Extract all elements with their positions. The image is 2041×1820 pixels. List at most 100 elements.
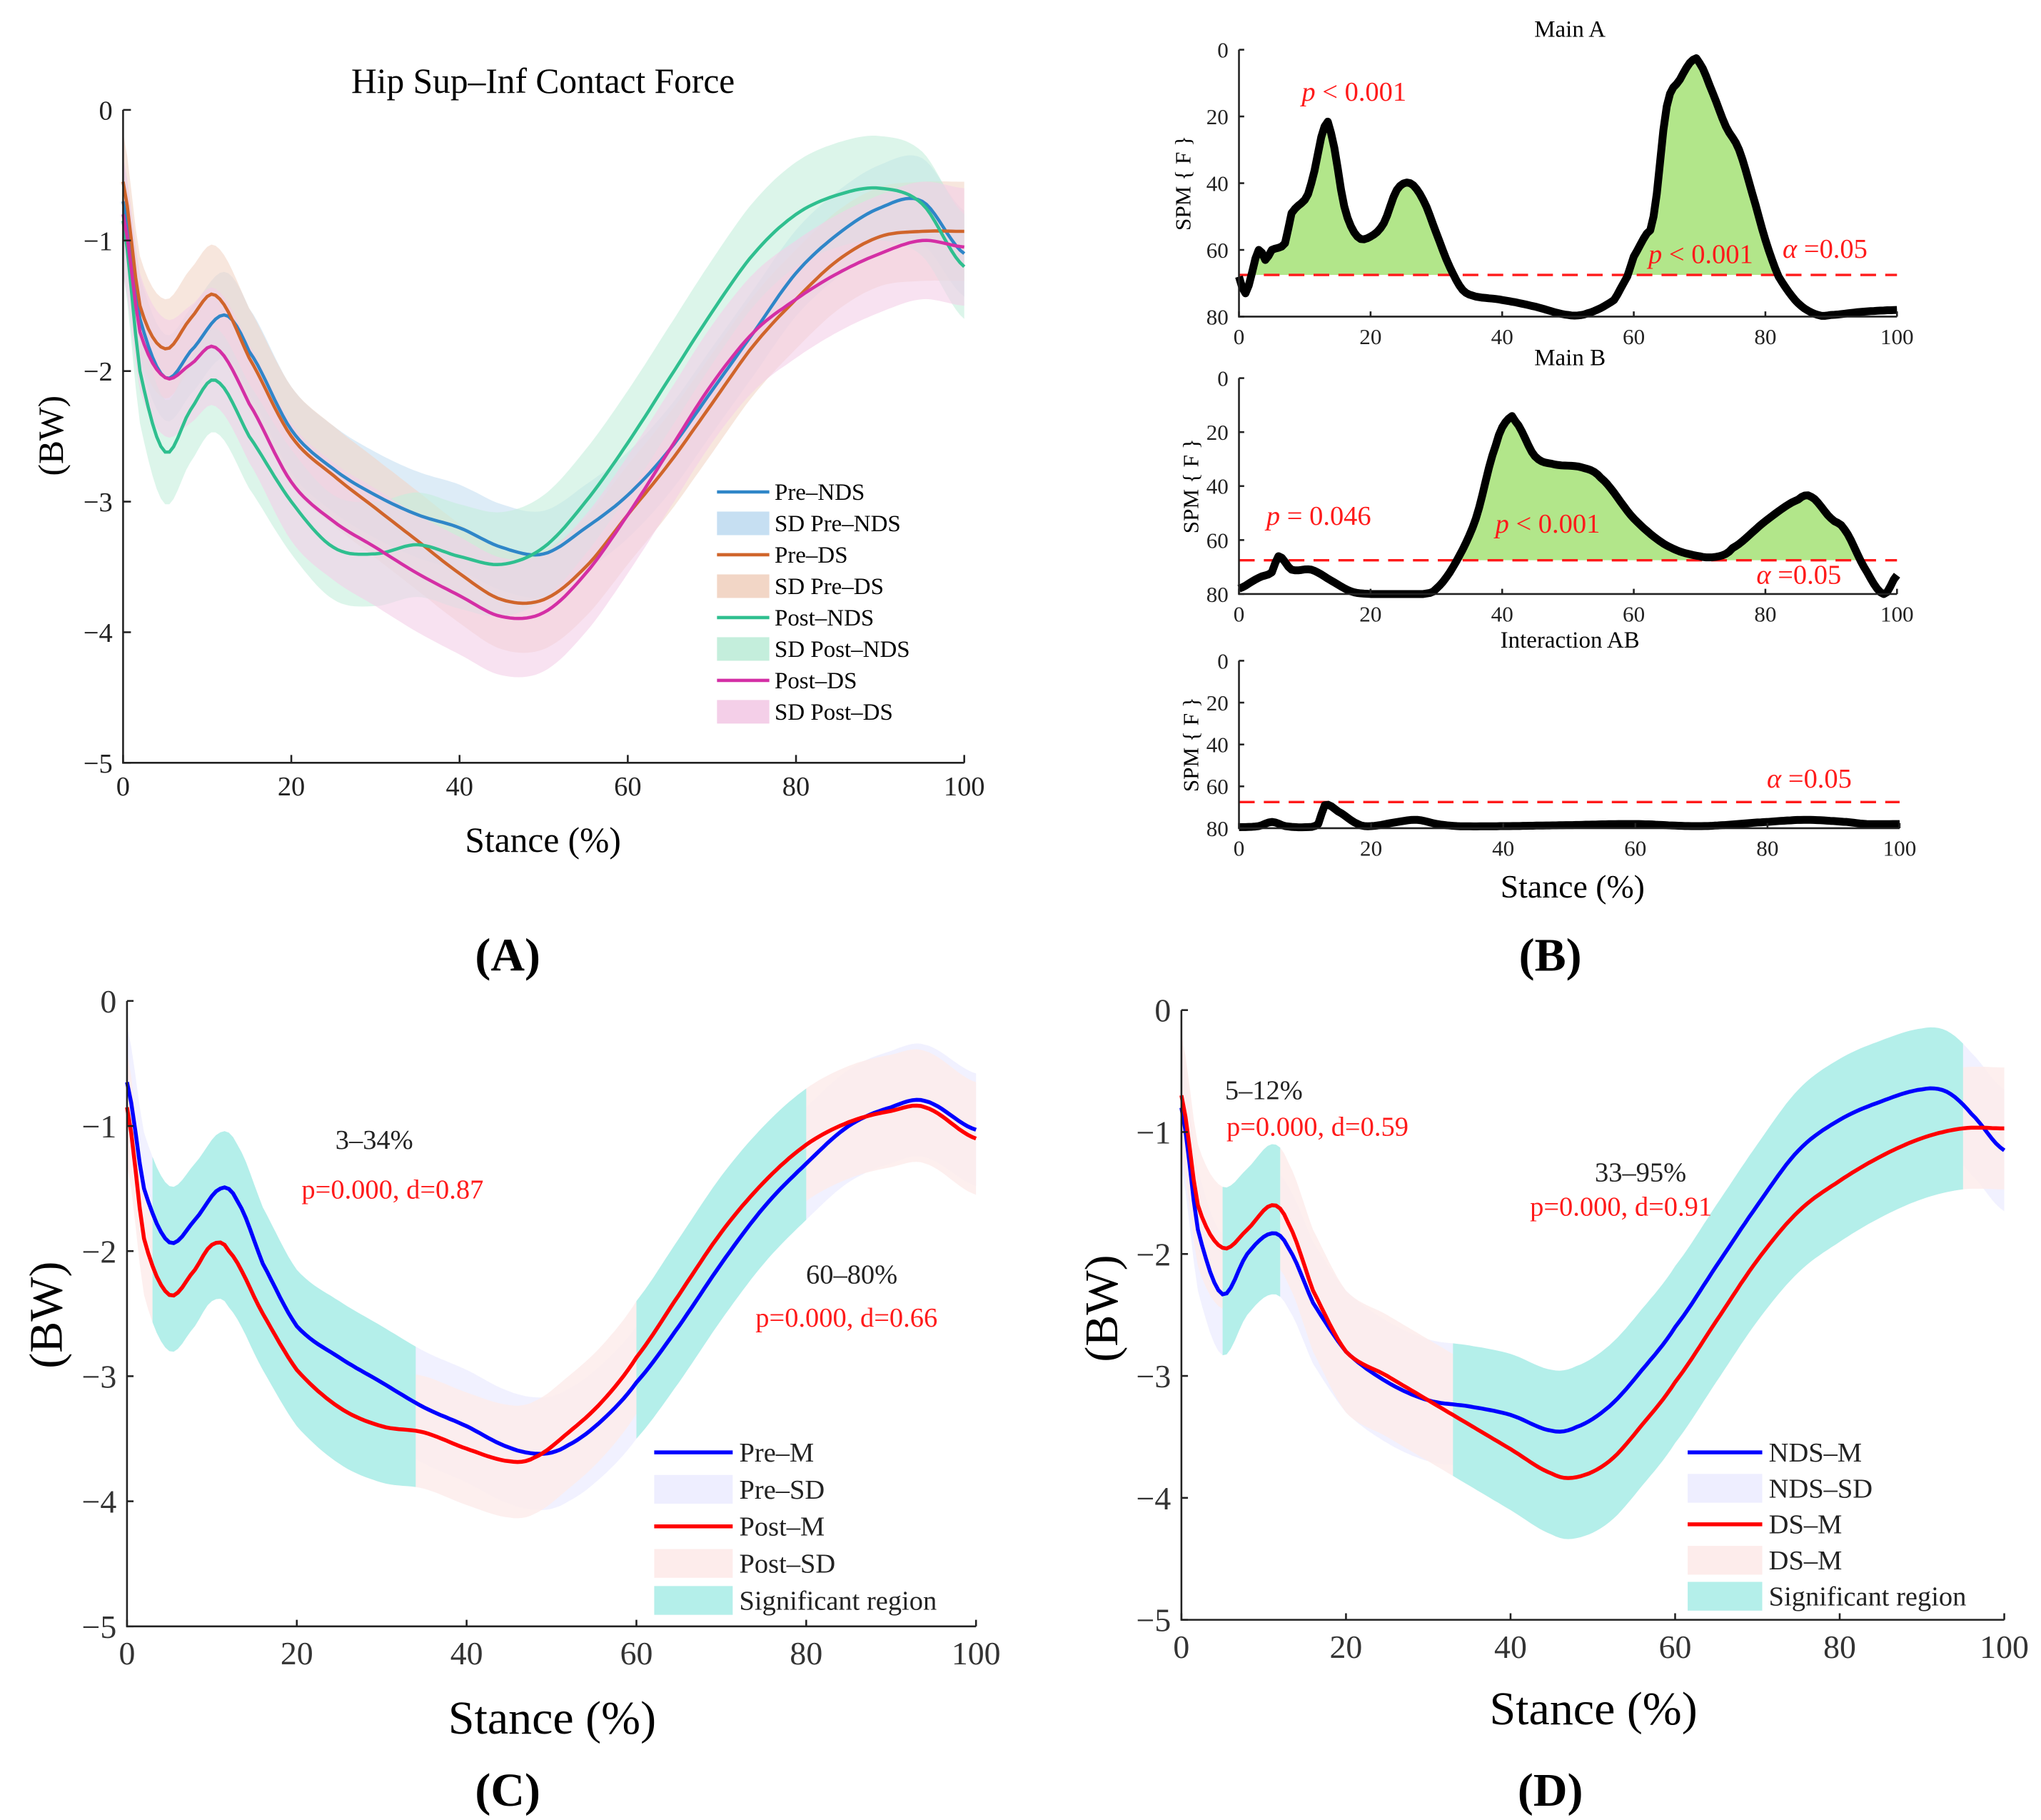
y-tick-label: 0: [1217, 38, 1229, 63]
legend-label: NDS–M: [1769, 1438, 1862, 1468]
y-tick-label: 80: [1206, 304, 1229, 329]
alpha-label: α =0.05: [1756, 560, 1841, 590]
mean-line: [1179, 1095, 2005, 1480]
legend-label: Significant region: [1769, 1582, 1967, 1612]
x-tick-label: 40: [450, 1635, 483, 1671]
significant-region: [1453, 1027, 1963, 1539]
x-tick-label: 40: [1492, 835, 1514, 860]
x-tick-label: 0: [119, 1635, 135, 1671]
x-tick-label: 60: [1623, 601, 1645, 626]
y-tick-label: 40: [1206, 474, 1229, 499]
x-tick-label: 20: [1330, 1629, 1363, 1665]
x-tick-label: 0: [1234, 601, 1245, 626]
x-tick-label: 60: [1624, 835, 1646, 860]
legend-patch-swatch: [1688, 1546, 1763, 1575]
y-tick-label: −2: [84, 357, 113, 387]
spm-curve: [1235, 54, 1898, 320]
y-tick-label: −1: [1137, 1115, 1171, 1151]
x-tick-label: 20: [1359, 601, 1381, 626]
y-tick-label: 20: [1206, 690, 1229, 715]
y-tick-label: 60: [1206, 528, 1229, 553]
y-tick-label: 0: [1154, 992, 1171, 1029]
y-tick-label: −5: [1137, 1602, 1171, 1639]
mean-line: [125, 1103, 977, 1464]
y-axis-label: (BW): [1076, 1255, 1128, 1362]
legend-label: Post–DS: [775, 668, 857, 694]
x-tick-label: 100: [952, 1635, 1001, 1671]
x-tick-label: 20: [1360, 835, 1382, 860]
y-tick-label: −1: [84, 226, 113, 256]
legend-label: Pre–M: [740, 1438, 815, 1468]
y-tick-label: −4: [82, 1484, 117, 1520]
legend-label: Pre–NDS: [775, 480, 865, 506]
region-stat-label: p=0.000, d=0.66: [755, 1303, 937, 1333]
legend-label: Pre–SD: [740, 1475, 825, 1505]
x-tick-label: 40: [1491, 601, 1513, 626]
panel-label: (D): [1518, 1764, 1583, 1816]
subplot-title: Main B: [1534, 345, 1606, 371]
y-tick-label: −3: [84, 488, 113, 518]
legend-label: Post–M: [740, 1512, 825, 1542]
x-tick-label: 40: [1491, 324, 1513, 349]
chart-title: Hip Sup–Inf Contact Force: [351, 61, 735, 101]
y-tick-label: 60: [1206, 238, 1229, 263]
series-line: [121, 181, 964, 605]
y-tick-label: 80: [1206, 816, 1229, 841]
suprathreshold-cluster: [1459, 416, 1858, 560]
x-tick-label: 0: [1234, 835, 1245, 860]
x-axis-label: Stance (%): [1490, 1683, 1698, 1735]
x-tick-label: 0: [1173, 1629, 1189, 1665]
legend-patch-swatch: [654, 1586, 733, 1615]
x-tick-label: 20: [1359, 324, 1381, 349]
p-value-label: p < 0.001: [1299, 77, 1406, 107]
y-tick-label: −3: [1137, 1358, 1171, 1394]
legend-label: SD Post–NDS: [775, 637, 910, 663]
legend-label: DS–M: [1769, 1546, 1843, 1576]
x-axis-label: Stance (%): [1501, 868, 1645, 905]
y-tick-label: 40: [1206, 733, 1229, 758]
x-tick-label: 80: [782, 772, 810, 802]
alpha-label: α =0.05: [1767, 764, 1852, 794]
x-tick-label: 100: [944, 772, 985, 802]
mean-line: [125, 1082, 977, 1456]
region-range-label: 5–12%: [1225, 1075, 1303, 1105]
x-tick-label: 40: [445, 772, 473, 802]
spm-curve: [1238, 800, 1900, 832]
x-tick-label: 60: [1623, 324, 1645, 349]
y-tick-label: 0: [100, 983, 116, 1020]
x-tick-label: 80: [1754, 324, 1776, 349]
legend-patch-swatch: [1688, 1582, 1763, 1611]
y-tick-label: 60: [1206, 774, 1229, 799]
region-range-label: 3–34%: [336, 1125, 413, 1155]
region-range-label: 60–80%: [806, 1260, 897, 1290]
alpha-label: α =0.05: [1783, 234, 1868, 264]
x-axis-label: Stance (%): [448, 1692, 656, 1744]
legend-sd-swatch: [717, 574, 770, 598]
x-tick-label: 100: [1880, 324, 1914, 349]
x-tick-label: 80: [1754, 601, 1776, 626]
panel-label: (A): [475, 930, 540, 982]
x-tick-label: 0: [1234, 324, 1245, 349]
y-tick-label: 0: [1217, 648, 1229, 673]
x-tick-label: 100: [1880, 601, 1914, 626]
legend-label: SD Pre–DS: [775, 574, 884, 600]
y-tick-label: −4: [1137, 1480, 1171, 1517]
x-tick-label: 80: [1823, 1629, 1856, 1665]
series-line: [121, 213, 964, 620]
y-tick-label: −2: [1137, 1236, 1171, 1272]
x-tick-label: 20: [278, 772, 305, 802]
legend-patch-swatch: [654, 1474, 733, 1504]
y-axis-label: SPM { F }: [1171, 136, 1196, 231]
y-tick-label: −5: [84, 749, 113, 779]
region-stat-label: p=0.000, d=0.59: [1226, 1112, 1408, 1142]
panel-label: (B): [1519, 930, 1582, 982]
spm-curve: [1237, 412, 1900, 598]
legend-label: SD Pre–NDS: [775, 511, 901, 537]
y-axis-label: SPM { F }: [1179, 438, 1204, 533]
x-tick-label: 100: [1883, 835, 1917, 860]
y-tick-label: 20: [1206, 420, 1229, 445]
subplot-title: Interaction AB: [1501, 628, 1640, 653]
region-stat-label: p=0.000, d=0.87: [301, 1175, 483, 1205]
series-line: [121, 196, 966, 557]
